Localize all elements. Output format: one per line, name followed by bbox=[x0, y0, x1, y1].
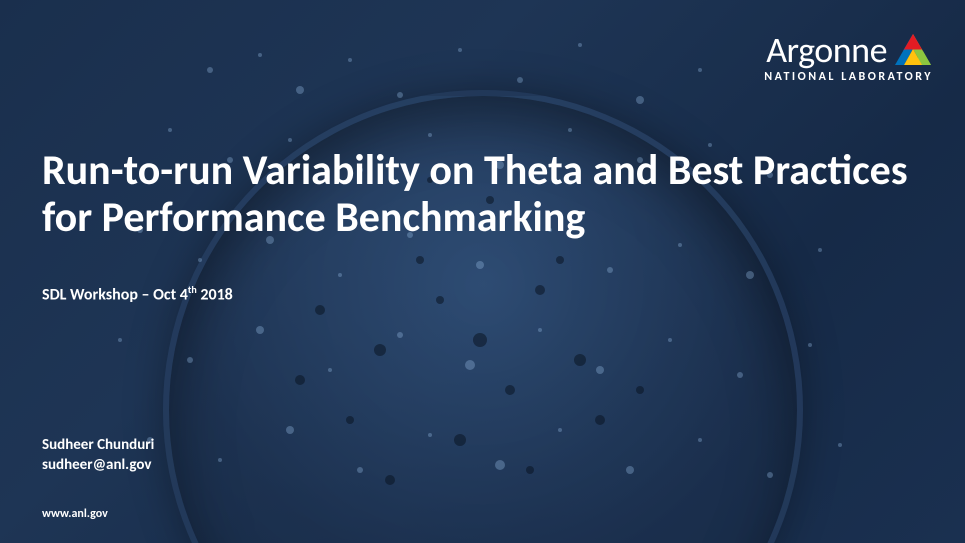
author-block: Sudheer Chunduri sudheer@anl.gov bbox=[42, 435, 154, 476]
presentation-slide: Argonne NATIONAL LABORATORY Run-to-run V… bbox=[0, 0, 965, 543]
author-name: Sudheer Chunduri bbox=[42, 435, 154, 455]
subtitle-prefix: SDL Workshop – Oct 4 bbox=[42, 285, 188, 304]
author-email: sudheer@anl.gov bbox=[42, 455, 154, 475]
argonne-logo: Argonne NATIONAL LABORATORY bbox=[764, 28, 933, 84]
logo-triangle-icon bbox=[893, 32, 933, 68]
logo-subtitle: NATIONAL LABORATORY bbox=[764, 70, 933, 84]
footer-url: www.anl.gov bbox=[42, 507, 108, 521]
logo-wordmark: Argonne bbox=[766, 28, 887, 72]
logo-top-row: Argonne bbox=[764, 28, 933, 72]
subtitle-suffix: 2018 bbox=[197, 285, 233, 304]
subtitle-ordinal: th bbox=[188, 283, 197, 296]
slide-subtitle: SDL Workshop – Oct 4th 2018 bbox=[42, 283, 233, 304]
slide-title: Run-to-run Variability on Theta and Best… bbox=[42, 147, 923, 241]
